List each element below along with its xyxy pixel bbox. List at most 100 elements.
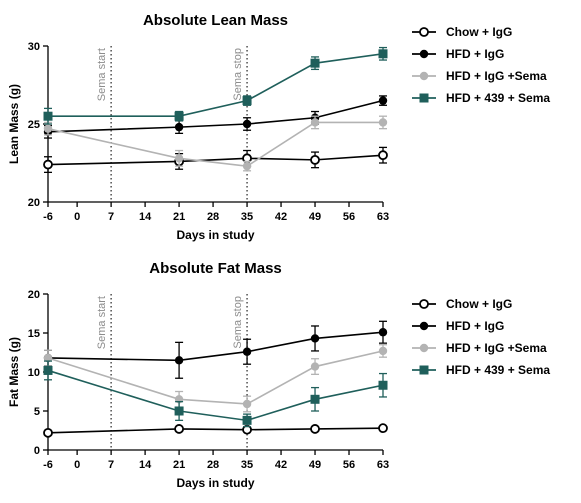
y-tick-label: 0 [34,445,40,457]
legend-label: HFD + IgG +Sema [446,341,547,355]
x-tick-label: 7 [108,459,114,471]
x-tick-label: 42 [275,211,287,223]
chart-title: Absolute Fat Mass [149,260,282,277]
y-axis-label: Lean Mass (g) [7,84,21,164]
legend-label: Chow + IgG [446,297,512,311]
legend: Chow + IgG HFD + IgG HFD + IgG +Sema HFD + … [412,25,550,105]
data-point [43,124,53,133]
series-3 [43,344,388,413]
x-tick-label: 14 [139,211,152,223]
series-line [47,369,384,422]
series-3 [43,115,388,172]
series-1 [43,423,388,438]
annotation-label: Sema start [96,296,108,349]
x-tick-label: 35 [241,211,253,223]
x-tick-label: 63 [377,211,389,223]
legend-item: Chow + IgG [412,25,512,39]
data-point [242,399,252,409]
data-point [174,424,184,434]
legend: Chow + IgG HFD + IgG HFD + IgG +Sema HFD + … [412,297,550,377]
x-tick-label: 49 [309,211,321,223]
x-tick-label: 35 [241,459,253,471]
legend-item: HFD + 439 + Sema [412,363,550,377]
data-point [242,119,252,129]
legend-label: HFD + 439 + Sema [446,91,550,105]
y-tick-label: 15 [28,328,40,340]
data-point [310,394,320,404]
data-point [174,122,184,132]
x-tick-label: 28 [207,211,219,223]
data-point [310,424,320,434]
series-4 [43,46,388,125]
data-point [43,159,53,170]
annotation-label: Sema stop [232,48,244,101]
x-tick-label: 7 [108,211,114,223]
x-tick-label: 42 [275,459,287,471]
data-point [242,161,252,171]
legend-item: HFD + 439 + Sema [412,91,550,105]
legend-item: HFD + IgG +Sema [412,341,547,355]
y-tick-label: 20 [28,197,40,209]
data-point [174,111,184,121]
x-tick-label: 21 [173,459,185,471]
data-point [43,427,53,438]
data-point [174,406,184,416]
y-tick-label: 25 [28,119,40,131]
data-point [378,328,388,337]
data-point [378,380,388,390]
data-point [242,96,252,106]
legend-label: Chow + IgG [446,25,512,39]
lean-mass-chart: Absolute Lean Mass Sema start Sema stop 20 2… [7,12,550,242]
legend-label: HFD + IgG +Sema [446,69,547,83]
x-tick-label: -6 [43,459,53,471]
x-tick-label: 0 [74,211,80,223]
data-point [43,365,53,375]
data-point [43,111,53,121]
legend-marker [419,49,429,59]
legend-marker [419,343,429,353]
x-tick-label: 63 [377,459,389,471]
data-point [242,415,252,425]
legend-marker [419,321,429,331]
legend-marker [419,71,429,81]
data-point [378,150,388,161]
legend-item: HFD + IgG [412,319,504,333]
annotation-label: Sema stop [232,296,244,349]
data-point [378,346,388,356]
data-point [242,347,252,356]
legend-marker [419,27,429,37]
data-point [174,154,184,163]
data-point [174,356,184,365]
legend-item: HFD + IgG [412,47,504,61]
y-tick-label: 10 [28,367,40,379]
legend-label: HFD + IgG [446,319,504,333]
x-tick-label: 21 [173,211,185,223]
y-tick-label: 5 [34,406,40,418]
series-1 [43,146,388,174]
data-point [43,353,53,363]
fat-mass-chart: Absolute Fat Mass Sema start Sema stop 0 5 10… [7,260,550,490]
legend-item: Chow + IgG [412,297,512,311]
x-axis-label: Days in study [176,476,254,490]
data-point [310,362,320,371]
legend-marker [419,365,429,375]
data-point [310,118,320,127]
annotation-label: Sema start [96,48,108,101]
legend-marker [419,93,429,103]
data-point [378,49,388,59]
x-tick-label: 0 [74,459,80,471]
data-point [378,96,388,105]
x-tick-label: 14 [139,459,152,471]
data-point [310,334,320,343]
legend-label: HFD + IgG [446,47,504,61]
series-line [47,427,384,434]
y-axis-label: Fat Mass (g) [7,337,21,407]
data-point [378,423,388,434]
x-tick-label: 56 [343,211,355,223]
series-4 [43,360,388,428]
legend-item: HFD + IgG +Sema [412,69,547,83]
x-tick-label: 28 [207,459,219,471]
data-point [310,154,320,165]
x-axis-label: Days in study [176,228,254,242]
